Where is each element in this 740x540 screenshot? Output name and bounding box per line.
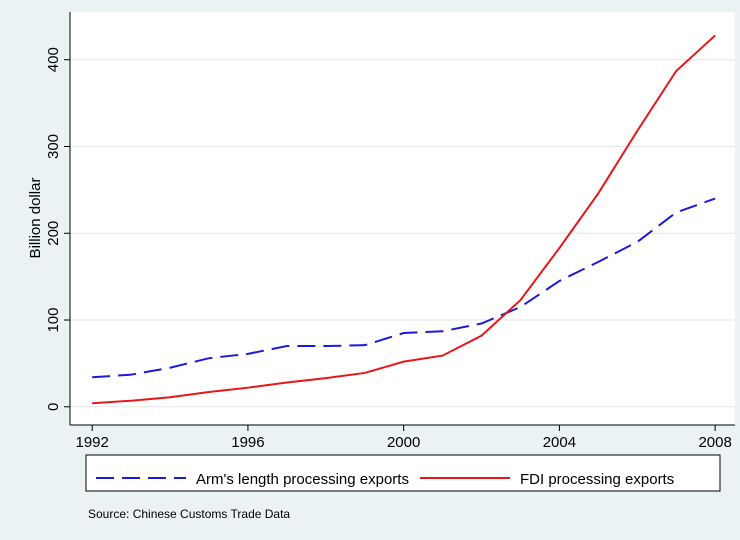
series-line [92,197,716,379]
legend [85,454,721,492]
x-tick-label: 2008 [698,434,731,451]
source-note: Source: Chinese Customs Trade Data [88,507,290,521]
y-tick-label: 200 [45,221,62,246]
series-line [92,34,716,405]
x-tick-label: 2004 [543,434,576,451]
x-tick-label: 2000 [387,434,420,451]
y-tick-label: 400 [45,47,62,72]
y-axis-label: Billion dollar [27,178,44,259]
legend-label: FDI processing exports [520,471,674,488]
x-tick-label: 1992 [76,434,109,451]
legend-label: Arm's length processing exports [196,471,409,488]
y-tick-label: 0 [45,403,62,411]
y-tick-label: 300 [45,134,62,159]
y-tick-label: 100 [45,307,62,332]
x-tick-label: 1996 [231,434,264,451]
plot-area [70,12,735,425]
